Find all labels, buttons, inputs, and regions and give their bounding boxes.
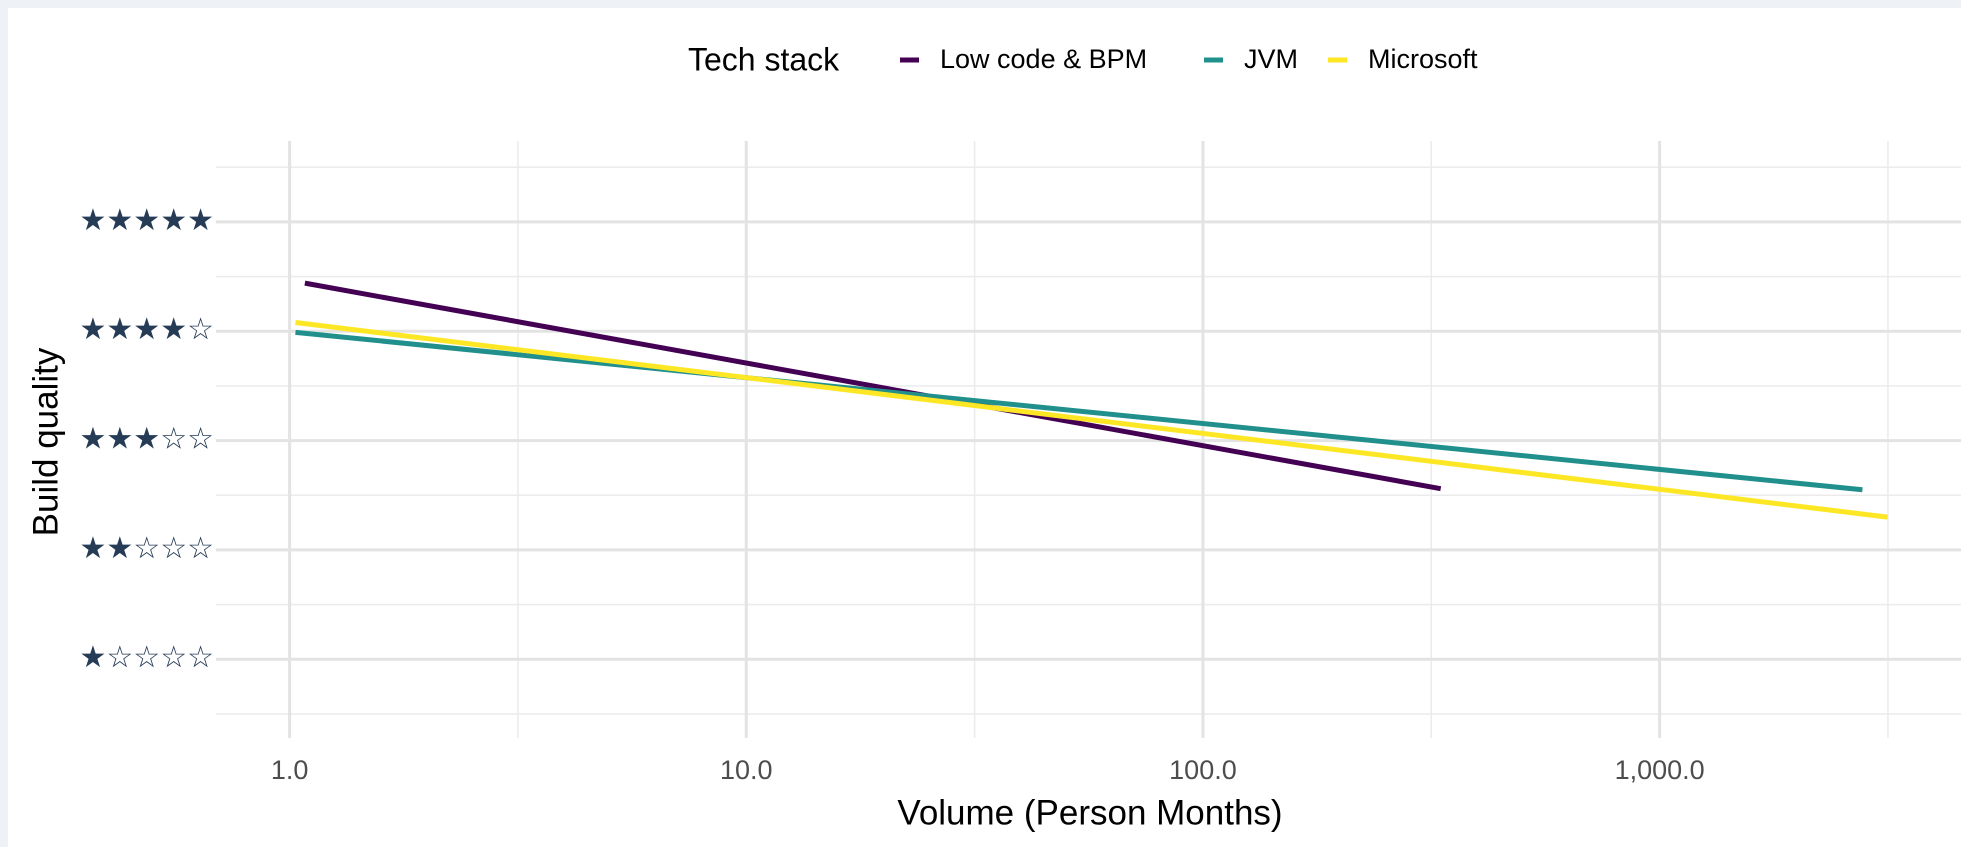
y-axis-title: Build quality: [26, 347, 65, 536]
x-tick-label: 1,000.0: [1615, 755, 1705, 785]
legend-label: Microsoft: [1368, 44, 1478, 74]
panel: [8, 8, 1961, 847]
legend-title: Tech stack: [688, 41, 840, 77]
series-line: [304, 280, 1442, 492]
legend-label: Low code & BPM: [940, 44, 1147, 74]
y-tick-label: ★★☆☆☆: [80, 532, 214, 565]
y-tick-label: ★☆☆☆☆: [80, 641, 214, 674]
series-line: [295, 320, 1888, 520]
y-tick-label: ★★★★☆: [80, 313, 214, 346]
x-tick-label: 10.0: [720, 755, 773, 785]
x-tick-label: 100.0: [1169, 755, 1237, 785]
x-axis-title: Volume (Person Months): [897, 793, 1282, 832]
x-tick-label: 1.0: [271, 755, 309, 785]
series-line: [295, 329, 1863, 493]
y-tick-label: ★★★★★: [80, 204, 214, 237]
y-tick-label: ★★★☆☆: [80, 423, 214, 456]
legend-label: JVM: [1244, 44, 1298, 74]
